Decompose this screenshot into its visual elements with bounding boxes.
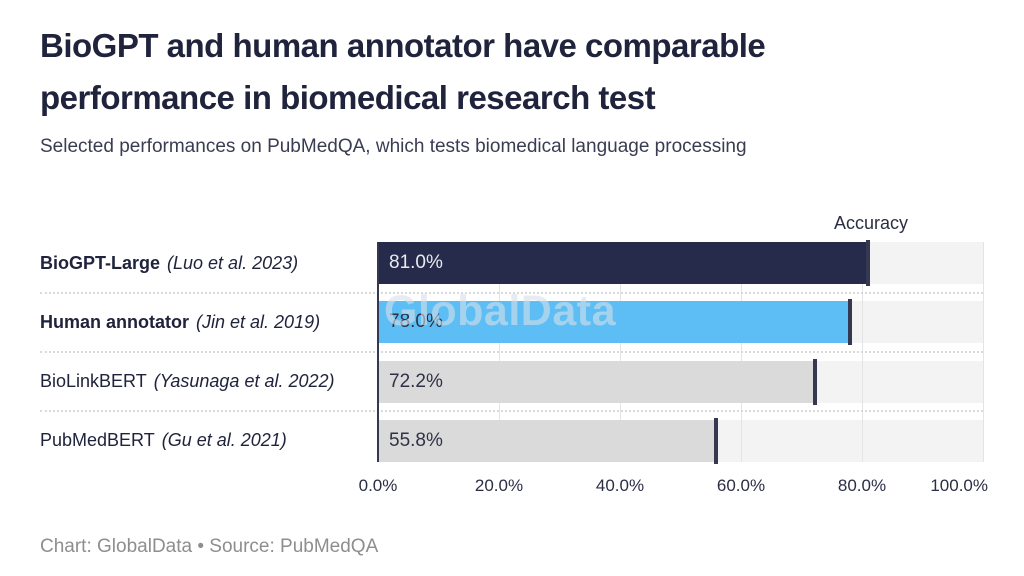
bar-end-marker xyxy=(847,299,852,346)
row-separator xyxy=(40,350,983,353)
bar-end-marker xyxy=(713,417,718,464)
category-name: PubMedBERT xyxy=(40,430,155,451)
category-citation: (Yasunaga et al. 2022) xyxy=(153,371,335,392)
x-tick-40.0%: 40.0% xyxy=(595,476,645,495)
row-separator xyxy=(40,291,983,294)
bar-PubMedBERT xyxy=(378,419,716,462)
category-label-Human annotator: Human annotator (Jin et al. 2019) xyxy=(40,301,320,343)
chart-title: BioGPT and human annotator have comparab… xyxy=(40,27,766,116)
x-tick-100.0%: 100.0% xyxy=(930,476,988,495)
value-axis-title: Accuracy xyxy=(833,213,909,233)
x-tick-80.0%: 80.0% xyxy=(837,476,887,495)
row-separator xyxy=(40,410,983,413)
x-tick-0.0%: 0.0% xyxy=(358,476,398,495)
category-name: BioLinkBERT xyxy=(40,371,147,392)
category-citation: (Jin et al. 2019) xyxy=(196,311,321,332)
x-tick-60.0%: 60.0% xyxy=(716,476,766,495)
gridline-100.0% xyxy=(983,242,984,462)
bar-value-label: 72.2% xyxy=(389,370,443,392)
category-label-BioLinkBERT: BioLinkBERT (Yasunaga et al. 2022) xyxy=(40,361,335,403)
bar-value-label: 81.0% xyxy=(389,252,443,273)
category-citation: (Luo et al. 2023) xyxy=(167,252,299,273)
bar-BioLinkBERT xyxy=(378,360,815,403)
bar-BioGPT-Large xyxy=(378,242,869,284)
category-label-BioGPT-Large: BioGPT-Large (Luo et al. 2023) xyxy=(40,242,298,284)
category-name: BioGPT-Large xyxy=(40,252,161,273)
x-axis-zero-line xyxy=(377,242,379,462)
bar-end-marker xyxy=(866,240,871,286)
bar-end-marker xyxy=(812,358,817,405)
category-citation: (Gu et al. 2021) xyxy=(161,430,287,451)
chart-subtitle: Selected performances on PubMedQA, which… xyxy=(40,136,747,157)
category-label-PubMedBERT: PubMedBERT (Gu et al. 2021) xyxy=(40,420,287,462)
chart-source-note: Chart: GlobalData • Source: PubMedQA xyxy=(40,536,379,557)
bar-Human annotator xyxy=(378,301,850,344)
category-name: Human annotator xyxy=(40,311,190,332)
x-tick-20.0%: 20.0% xyxy=(474,476,524,495)
bar-value-label: 78.0% xyxy=(389,311,443,333)
bar-value-label: 55.8% xyxy=(389,429,443,451)
